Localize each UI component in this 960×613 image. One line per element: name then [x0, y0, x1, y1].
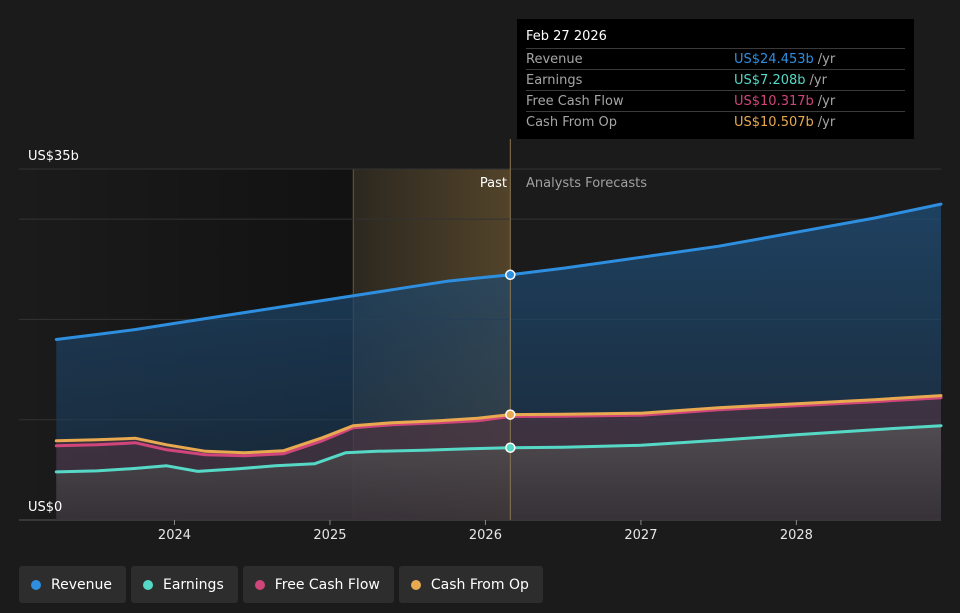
legend-label: Free Cash Flow — [274, 576, 380, 593]
tooltip-series-value: US$24.453b — [734, 51, 814, 67]
legend-dot-icon — [31, 579, 41, 590]
legend-item-free-cash-flow[interactable]: Free Cash Flow — [242, 566, 394, 603]
tooltip-series-name: Earnings — [526, 72, 583, 88]
legend-label: Cash From Op — [430, 576, 529, 593]
earnings-line — [54, 424, 943, 474]
tooltip-series-value: US$10.507b — [734, 114, 814, 130]
legend-item-earnings[interactable]: Earnings — [130, 566, 238, 603]
tooltip-series-value: US$7.208b — [734, 72, 806, 88]
tooltip-row: Free Cash Flow US$10.317b/yr — [526, 90, 905, 111]
legend-dot-icon — [254, 579, 265, 590]
earnings-area — [56, 425, 942, 520]
tooltip-unit: /yr — [809, 72, 827, 88]
revenue-marker[interactable] — [505, 269, 516, 281]
legend-dot-icon — [142, 579, 153, 590]
cash-from-op-line — [54, 394, 943, 455]
legend-dot-icon — [410, 579, 421, 590]
tooltip-series-name: Revenue — [526, 51, 583, 67]
legend-label: Earnings — [162, 576, 224, 593]
earnings-marker[interactable] — [505, 442, 516, 453]
legend: Revenue Earnings Free Cash Flow Cash From O… — [19, 566, 543, 603]
tooltip-row: Cash From Op US$10.507b/yr — [526, 111, 905, 132]
x-tick-label: 2024 — [158, 528, 191, 543]
tooltip-unit: /yr — [817, 93, 836, 109]
tooltip: Feb 27 2026 Revenue US$24.453b/yr Earnings… — [517, 19, 914, 139]
legend-item-revenue[interactable]: Revenue — [19, 566, 126, 603]
legend-label: Revenue — [51, 576, 112, 593]
tooltip-unit: /yr — [817, 51, 836, 67]
tooltip-row: Revenue US$24.453b/yr — [526, 48, 905, 69]
x-tick-label: 2025 — [313, 528, 346, 543]
tooltip-series-value: US$10.317b — [734, 93, 814, 109]
y-axis-bottom-label: US$0 — [28, 500, 62, 515]
legend-item-cash-from-op[interactable]: Cash From Op — [398, 566, 543, 603]
past-label: Past — [480, 176, 507, 191]
tooltip-date: Feb 27 2026 — [526, 29, 607, 44]
tooltip-row: Earnings US$7.208b/yr — [526, 69, 905, 90]
tooltip-unit: /yr — [817, 114, 836, 130]
revenue-line — [54, 202, 943, 341]
x-tick-label: 2026 — [469, 528, 502, 543]
free-cash-flow-line — [54, 396, 943, 458]
tooltip-series-name: Cash From Op — [526, 114, 618, 130]
y-axis-top-label: US$35b — [28, 149, 79, 164]
forecast-label: Analysts Forecasts — [526, 176, 647, 191]
tooltip-series-name: Free Cash Flow — [526, 93, 624, 109]
cash-from-op-marker[interactable] — [505, 409, 516, 420]
x-tick-label: 2028 — [780, 528, 813, 543]
x-tick-label: 2027 — [624, 528, 657, 543]
